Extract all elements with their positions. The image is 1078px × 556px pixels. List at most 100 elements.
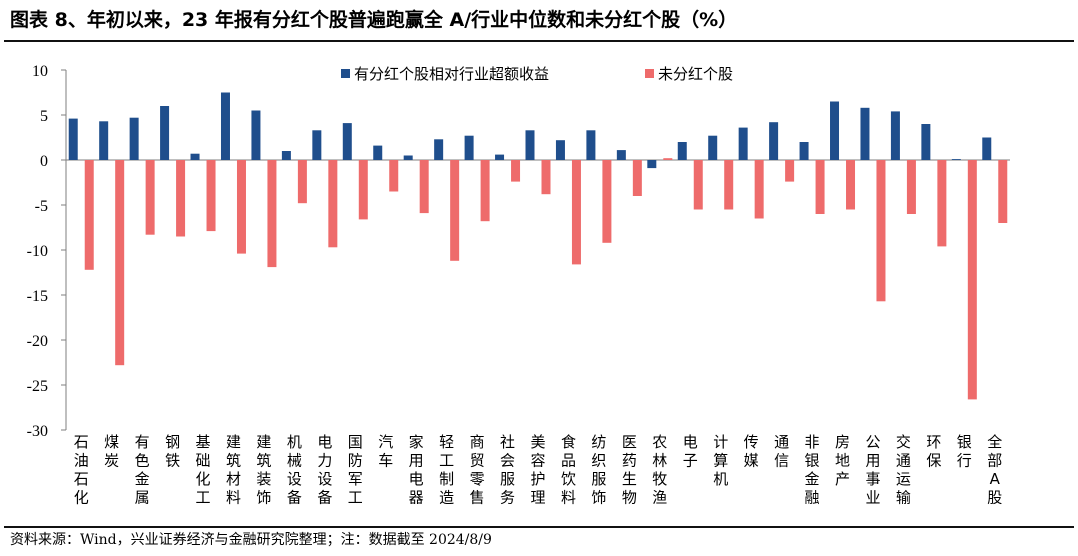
y-tick-label: 0: [40, 153, 48, 170]
x-category-label: 全部 A 股: [987, 433, 1002, 507]
bar-series-2: [480, 160, 490, 222]
x-category-label: 煤炭: [104, 433, 119, 470]
source-note: 资料来源：Wind，兴业证券经济与金融研究院整理；注：数据截至 2024/8/9: [10, 532, 492, 548]
bar-series-1: [190, 153, 200, 160]
x-category-label: 家用电器: [409, 433, 424, 507]
bar-series-2: [115, 160, 125, 366]
bar-series-1: [251, 110, 261, 160]
x-category-label: 公用事业: [865, 433, 880, 507]
x-category-label: 电子: [683, 433, 698, 470]
bar-series-1: [708, 135, 718, 160]
bar-series-1: [677, 142, 687, 160]
bar-series-1: [555, 140, 565, 160]
legend: 有分红个股相对行业超额收益 未分红个股: [341, 65, 733, 83]
y-tick-label: -5: [35, 198, 48, 215]
bar-series-1: [129, 117, 139, 160]
bar-series-2: [267, 160, 277, 268]
y-tick-label: -15: [27, 288, 48, 305]
x-category-label: 建筑材料: [226, 433, 241, 507]
bar-series-1: [434, 139, 444, 160]
x-category-label: 纺织服饰: [591, 433, 606, 507]
bar-series-1: [769, 122, 779, 160]
bar-series-2: [998, 160, 1008, 223]
x-category-label: 机械设备: [287, 433, 302, 507]
bar-series-2: [754, 160, 764, 219]
x-category-label: 食品饮料: [561, 433, 576, 507]
bar-series-1: [860, 107, 870, 160]
x-category-label: 轻工制造: [439, 433, 454, 507]
x-category-label: 传媒: [744, 433, 759, 470]
bar-series-2: [937, 160, 947, 247]
bar-series-2: [206, 160, 216, 232]
bar-series-2: [389, 160, 399, 192]
chart-title: 图表 8、年初以来，23 年报有分红个股普遍跑赢全 A/行业中位数和未分红个股（…: [10, 9, 738, 31]
bar-series-2: [632, 160, 642, 196]
y-tick-label: -20: [27, 333, 48, 350]
legend-label-series-1: 有分红个股相对行业超额收益: [354, 65, 549, 83]
bar-series-1: [373, 145, 383, 160]
bar-series-1: [464, 135, 474, 160]
bar-series-2: [815, 160, 825, 214]
bar-series-1: [312, 130, 322, 160]
bar-series-2: [176, 160, 186, 237]
x-category-label: 有色金属: [135, 433, 150, 507]
x-category-label: 建筑装饰: [256, 433, 271, 507]
y-tick-label: -30: [27, 423, 48, 440]
bar-series-2: [906, 160, 916, 214]
bar-series-2: [419, 160, 429, 214]
x-category-label: 国防军工: [348, 433, 363, 507]
bar-series-1: [68, 118, 78, 160]
bar-series-1: [342, 123, 352, 160]
x-category-label: 通信: [774, 433, 789, 470]
x-category-label: 汽车: [378, 433, 393, 470]
y-tick-label: -10: [27, 243, 48, 260]
bar-series-2: [236, 160, 246, 254]
x-category-label: 电力设备: [317, 433, 332, 507]
bar-series-2: [450, 160, 460, 261]
bar-series-2: [328, 160, 338, 248]
bar-series-1: [647, 160, 657, 169]
bar-series-1: [951, 159, 961, 160]
x-category-label: 社会服务: [500, 433, 515, 507]
bar-series-1: [281, 151, 291, 160]
legend-swatch-series-1: [341, 69, 350, 78]
bottom-rule: [4, 526, 1074, 528]
legend-label-series-2: 未分红个股: [658, 65, 733, 83]
bar-series-2: [571, 160, 581, 265]
x-category-label: 钢铁: [165, 433, 180, 470]
bar-series-1: [830, 101, 840, 160]
bar-series-1: [160, 106, 170, 160]
bar-series-2: [967, 160, 977, 400]
bar-series-2: [358, 160, 368, 220]
x-category-label: 环保: [926, 433, 941, 470]
bar-series-1: [220, 92, 230, 160]
bar-chart: 有分红个股相对行业超额收益 未分红个股 10 5 0 -5 -10 -15 -20 -25 -3…: [27, 63, 1010, 507]
bar-series-1: [799, 142, 809, 160]
bar-series-2: [724, 160, 734, 210]
bar-series-1: [921, 124, 931, 160]
bar-series-1: [616, 150, 626, 160]
bar-series-2: [663, 158, 673, 160]
bar-series-1: [738, 127, 748, 160]
x-category-label: 交通运输: [896, 433, 911, 507]
bar-series-2: [297, 160, 307, 204]
legend-swatch-series-2: [645, 69, 654, 78]
bar-series-2: [693, 160, 703, 210]
bar-series-2: [846, 160, 856, 210]
bar-series-1: [99, 121, 109, 160]
bar-series-1: [525, 130, 535, 160]
x-category-label: 银行: [957, 433, 972, 470]
top-rule: [4, 40, 1074, 42]
x-category-label: 农林牧渔: [652, 433, 667, 507]
bar-series-2: [876, 160, 886, 302]
x-category-label: 非银金融: [805, 433, 820, 507]
x-category-label: 美容护理: [530, 433, 545, 507]
bar-series-1: [495, 154, 505, 160]
bar-series-1: [586, 130, 596, 160]
bar-series-2: [541, 160, 551, 195]
bar-series-2: [145, 160, 155, 235]
bars: [68, 92, 1008, 400]
bar-series-2: [84, 160, 94, 270]
bar-series-1: [403, 155, 413, 160]
x-category-label: 计算机: [713, 433, 728, 488]
